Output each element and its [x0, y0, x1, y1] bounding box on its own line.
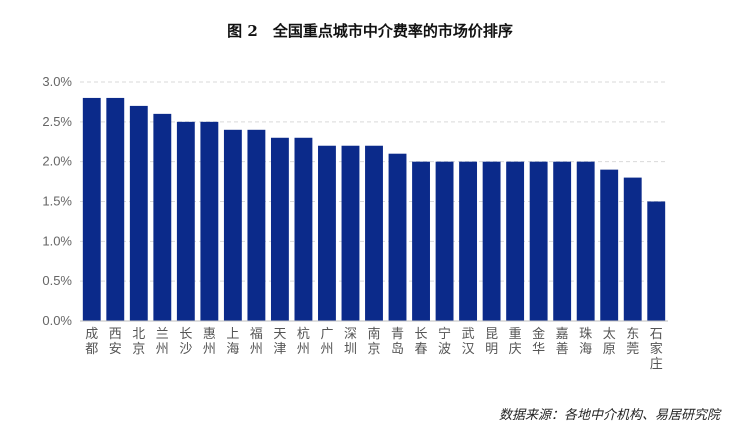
bar: [176, 121, 195, 321]
bar: [529, 161, 548, 321]
chart-title: 图 2 全国重点城市中介费率的市场价排序: [227, 22, 513, 40]
x-tick-label: 太原: [603, 327, 616, 357]
x-axis-ticks: 成都西安北京兰州长沙惠州上海福州天津杭州广州深圳南京青岛长春宁波武汉昆明重庆金华…: [85, 326, 662, 372]
x-tick-label: 惠州: [203, 327, 216, 357]
x-tick-label: 石家庄: [650, 327, 663, 372]
x-tick-label: 重庆: [509, 326, 522, 357]
bar: [318, 145, 336, 321]
x-tick-label: 上海: [226, 327, 239, 357]
bar: [200, 121, 219, 321]
bar: [388, 153, 407, 321]
y-tick-label: 1.5%: [42, 194, 72, 209]
source-note: 数据来源：各地中介机构、易居研究院: [498, 408, 720, 423]
y-tick-label: 3.0%: [42, 74, 72, 89]
x-tick-label: 南京: [367, 326, 380, 357]
y-tick-label: 2.5%: [42, 114, 72, 129]
bar: [365, 145, 383, 321]
bar: [341, 145, 360, 321]
x-tick-label: 昆明: [485, 327, 498, 357]
bar: [223, 129, 242, 321]
x-tick-label: 青岛: [391, 327, 404, 357]
y-tick-label: 0.0%: [42, 313, 72, 328]
y-tick-label: 2.0%: [42, 154, 72, 169]
bar: [435, 161, 454, 321]
bar: [412, 161, 430, 321]
bars: [82, 97, 666, 322]
bar: [623, 177, 642, 321]
y-axis-ticks: 0.0% 0.5% 1.0% 1.5% 2.0% 2.5% 3.0%: [42, 74, 72, 328]
x-tick-label: 珠海: [579, 327, 592, 357]
bar: [294, 137, 313, 321]
x-tick-label: 宁波: [438, 326, 451, 357]
x-tick-label: 成都: [85, 327, 98, 357]
bar: [647, 201, 666, 321]
x-tick-label: 长沙: [179, 327, 192, 357]
bar: [82, 97, 101, 321]
bar: [482, 161, 501, 321]
x-tick-label: 广州: [320, 327, 333, 357]
x-tick-label: 杭州: [297, 327, 310, 357]
bar: [553, 161, 572, 321]
bar: [270, 137, 289, 321]
bar: [459, 161, 478, 321]
x-tick-label: 东莞: [626, 327, 639, 357]
x-tick-label: 金华: [532, 326, 545, 357]
x-tick-label: 长春: [415, 327, 428, 357]
x-tick-label: 北京: [132, 327, 145, 357]
x-tick-label: 兰州: [156, 327, 169, 357]
x-tick-label: 嘉善: [556, 327, 569, 357]
bar: [106, 97, 125, 321]
x-tick-label: 福州: [250, 327, 263, 357]
y-tick-label: 0.5%: [42, 273, 72, 288]
bar: [153, 113, 172, 321]
x-tick-label: 深圳: [344, 327, 357, 357]
x-tick-label: 天津: [273, 327, 286, 357]
bar: [506, 161, 525, 321]
x-tick-label: 武汉: [462, 327, 475, 357]
bar: [129, 105, 148, 322]
bar: [247, 129, 266, 321]
bar: [576, 161, 595, 321]
x-tick-label: 西安: [109, 327, 122, 357]
bar: [600, 169, 619, 321]
y-tick-label: 1.0%: [42, 233, 72, 248]
